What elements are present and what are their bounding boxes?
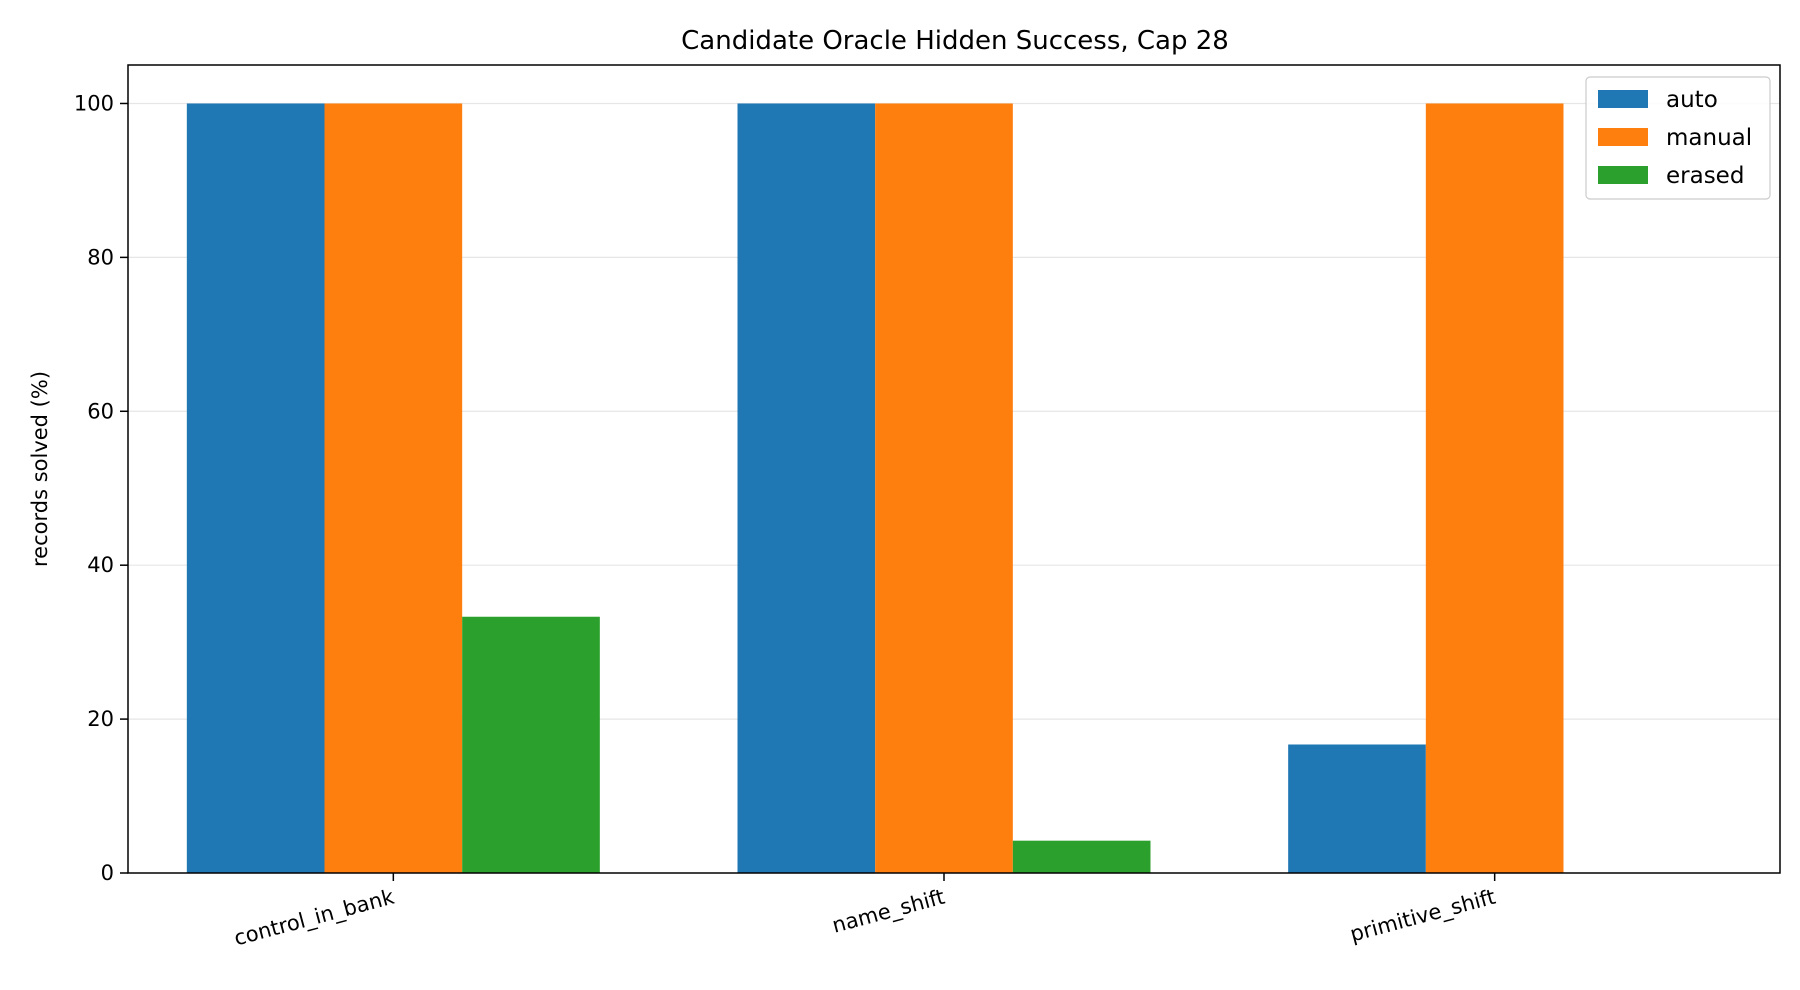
legend: auto manual erased — [1585, 76, 1771, 200]
bar-auto-control_in_bank — [186, 103, 325, 873]
y-tick-label: 80 — [87, 245, 114, 269]
y-tick-label: 0 — [101, 861, 114, 885]
y-tick-label: 60 — [87, 399, 114, 423]
legend-swatch-manual — [1598, 128, 1648, 146]
bar-manual-control_in_bank — [324, 103, 463, 873]
bar-manual-primitive_shift — [1425, 103, 1564, 873]
y-tick-label: 20 — [87, 707, 114, 731]
bar-auto-primitive_shift — [1288, 744, 1426, 873]
x-tick-label: primitive_shift — [1347, 885, 1498, 948]
y-axis-label: records solved (%) — [28, 371, 52, 567]
y-axis: 0 20 40 60 80 100 — [74, 91, 128, 885]
y-tick-label: 40 — [87, 553, 114, 577]
legend-label-manual: manual — [1666, 125, 1752, 151]
legend-label-auto: auto — [1666, 87, 1718, 113]
x-tick-label: control_in_bank — [231, 884, 397, 951]
legend-swatch-auto — [1598, 90, 1648, 108]
plot-frame — [127, 64, 1781, 874]
bar-erased-name_shift — [1012, 840, 1151, 873]
bars — [186, 103, 1564, 873]
bar-manual-name_shift — [875, 103, 1013, 873]
chart-title: Candidate Oracle Hidden Success, Cap 28 — [681, 26, 1229, 56]
bar-auto-name_shift — [737, 103, 876, 873]
legend-label-erased: erased — [1666, 163, 1744, 189]
y-tick-label: 100 — [74, 91, 114, 115]
x-axis: control_in_bank name_shift primitive_shift — [231, 873, 1498, 951]
x-tick-label: name_shift — [830, 885, 948, 939]
legend-swatch-erased — [1598, 166, 1648, 184]
bar-erased-control_in_bank — [462, 616, 600, 873]
